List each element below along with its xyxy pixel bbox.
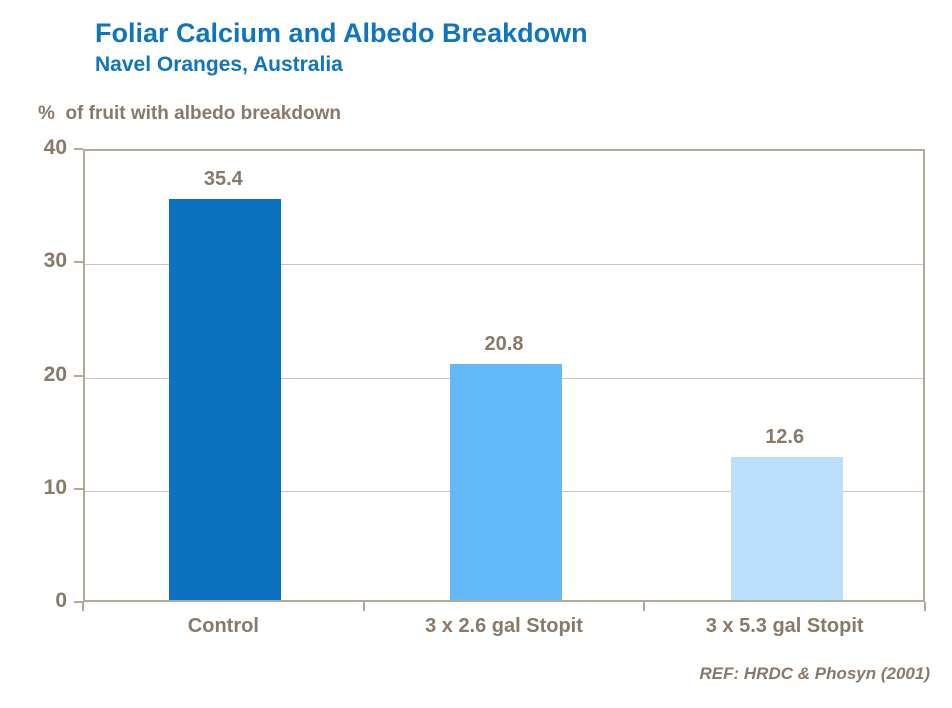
x-axis-tick bbox=[643, 602, 646, 611]
reference-text: REF: HRDC & Phosyn (2001) bbox=[699, 664, 930, 683]
y-axis-tick bbox=[74, 261, 83, 264]
y-tick-label: 20 bbox=[43, 362, 67, 386]
bar-value-label: 12.6 bbox=[765, 426, 805, 449]
category-label: 3 x 5.3 gal Stopit bbox=[705, 615, 864, 637]
chart-title: Foliar Calcium and Albedo Breakdown bbox=[95, 18, 588, 48]
plot-area bbox=[83, 149, 925, 602]
bar bbox=[730, 457, 843, 600]
y-axis-tick bbox=[74, 148, 83, 150]
y-tick-label: 30 bbox=[43, 249, 67, 273]
bar-value-label: 35.4 bbox=[203, 168, 243, 191]
y-axis-title: % of fruit with albedo breakdown bbox=[38, 103, 341, 124]
x-axis-tick bbox=[362, 602, 365, 611]
chart-subtitle: Navel Oranges, Australia bbox=[95, 53, 343, 76]
y-axis-tick bbox=[74, 374, 83, 377]
y-axis-tick bbox=[74, 487, 83, 490]
y-tick-label: 40 bbox=[43, 136, 67, 159]
gridline bbox=[85, 264, 923, 266]
bar bbox=[450, 364, 562, 600]
category-label: Control bbox=[187, 615, 259, 637]
y-tick-label: 0 bbox=[55, 589, 67, 612]
category-label: 3 x 2.6 gal Stopit bbox=[425, 615, 583, 637]
bar-value-label: 20.8 bbox=[484, 333, 524, 356]
x-axis-tick bbox=[924, 602, 926, 611]
y-tick-label: 10 bbox=[43, 475, 67, 499]
y-axis-tick bbox=[74, 601, 83, 603]
bar bbox=[169, 199, 282, 600]
x-axis-tick bbox=[82, 602, 84, 611]
